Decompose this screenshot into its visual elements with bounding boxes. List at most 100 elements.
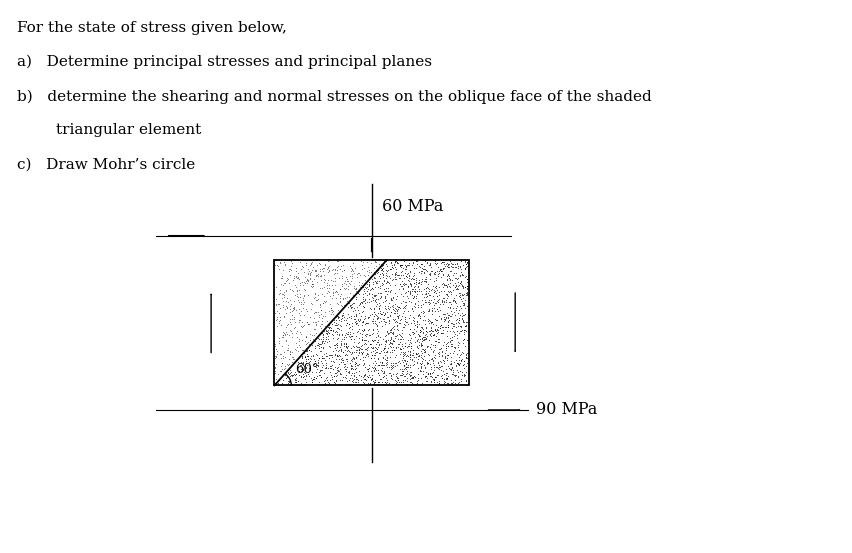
- Point: [332, 296, 346, 305]
- Point: [417, 295, 431, 304]
- Point: [415, 267, 429, 275]
- Point: [317, 379, 331, 388]
- Point: [337, 276, 351, 285]
- Point: [388, 331, 401, 340]
- Point: [446, 346, 460, 355]
- Point: [378, 293, 392, 302]
- Point: [316, 263, 330, 272]
- Point: [417, 262, 430, 270]
- Point: [284, 266, 297, 275]
- Point: [387, 337, 400, 346]
- Point: [424, 296, 438, 305]
- Point: [362, 280, 376, 289]
- Point: [417, 362, 431, 371]
- Point: [355, 302, 369, 311]
- Point: [343, 289, 356, 298]
- Point: [416, 299, 429, 308]
- Point: [337, 359, 351, 368]
- Point: [435, 322, 449, 331]
- Point: [280, 368, 294, 377]
- Point: [375, 373, 389, 382]
- Point: [398, 356, 412, 364]
- Point: [408, 281, 422, 290]
- Point: [300, 346, 314, 354]
- Point: [358, 374, 371, 383]
- Point: [357, 374, 371, 383]
- Point: [334, 339, 348, 348]
- Point: [443, 311, 457, 320]
- Point: [296, 291, 310, 300]
- Point: [430, 348, 444, 357]
- Point: [366, 296, 379, 305]
- Point: [381, 301, 394, 310]
- Point: [348, 373, 362, 382]
- Point: [373, 293, 387, 302]
- Point: [356, 271, 370, 280]
- Point: [399, 262, 412, 271]
- Point: [391, 259, 405, 268]
- Point: [283, 264, 296, 273]
- Point: [389, 270, 402, 279]
- Point: [341, 329, 354, 338]
- Point: [371, 265, 384, 274]
- Point: [395, 369, 409, 378]
- Point: [434, 258, 447, 267]
- Point: [315, 339, 329, 348]
- Point: [374, 289, 388, 298]
- Point: [458, 273, 471, 281]
- Point: [357, 379, 371, 388]
- Point: [331, 330, 345, 339]
- Point: [446, 328, 460, 337]
- Point: [449, 282, 463, 291]
- Point: [318, 259, 331, 268]
- Point: [276, 290, 290, 299]
- Point: [354, 375, 368, 384]
- Point: [408, 379, 422, 388]
- Text: 90 MPa: 90 MPa: [536, 401, 597, 419]
- Point: [443, 337, 457, 346]
- Point: [436, 257, 450, 266]
- Point: [323, 325, 337, 334]
- Point: [324, 304, 337, 312]
- Point: [284, 300, 297, 309]
- Point: [322, 280, 336, 289]
- Point: [387, 346, 400, 354]
- Point: [338, 351, 352, 359]
- Point: [291, 326, 304, 335]
- Point: [401, 274, 415, 283]
- Point: [382, 316, 395, 325]
- Text: For the state of stress given below,: For the state of stress given below,: [17, 20, 286, 34]
- Point: [434, 314, 447, 322]
- Point: [320, 358, 333, 367]
- Point: [439, 346, 452, 355]
- Point: [413, 260, 427, 269]
- Point: [337, 347, 350, 356]
- Point: [440, 320, 454, 329]
- Point: [405, 374, 418, 383]
- Point: [336, 347, 349, 356]
- Point: [396, 367, 410, 375]
- Point: [272, 319, 285, 327]
- Point: [458, 310, 471, 319]
- Point: [440, 294, 453, 302]
- Point: [297, 367, 311, 376]
- Point: [436, 280, 450, 289]
- Point: [356, 360, 370, 369]
- Point: [300, 319, 314, 328]
- Point: [361, 326, 375, 335]
- Point: [321, 267, 335, 275]
- Point: [390, 358, 404, 367]
- Point: [325, 330, 339, 339]
- Point: [359, 345, 372, 354]
- Point: [405, 327, 418, 336]
- Point: [359, 375, 372, 384]
- Point: [340, 357, 354, 366]
- Point: [356, 336, 370, 345]
- Point: [329, 345, 343, 354]
- Point: [418, 286, 432, 295]
- Point: [348, 360, 361, 369]
- Point: [345, 272, 359, 281]
- Point: [452, 351, 466, 360]
- Point: [365, 373, 378, 382]
- Point: [378, 336, 392, 345]
